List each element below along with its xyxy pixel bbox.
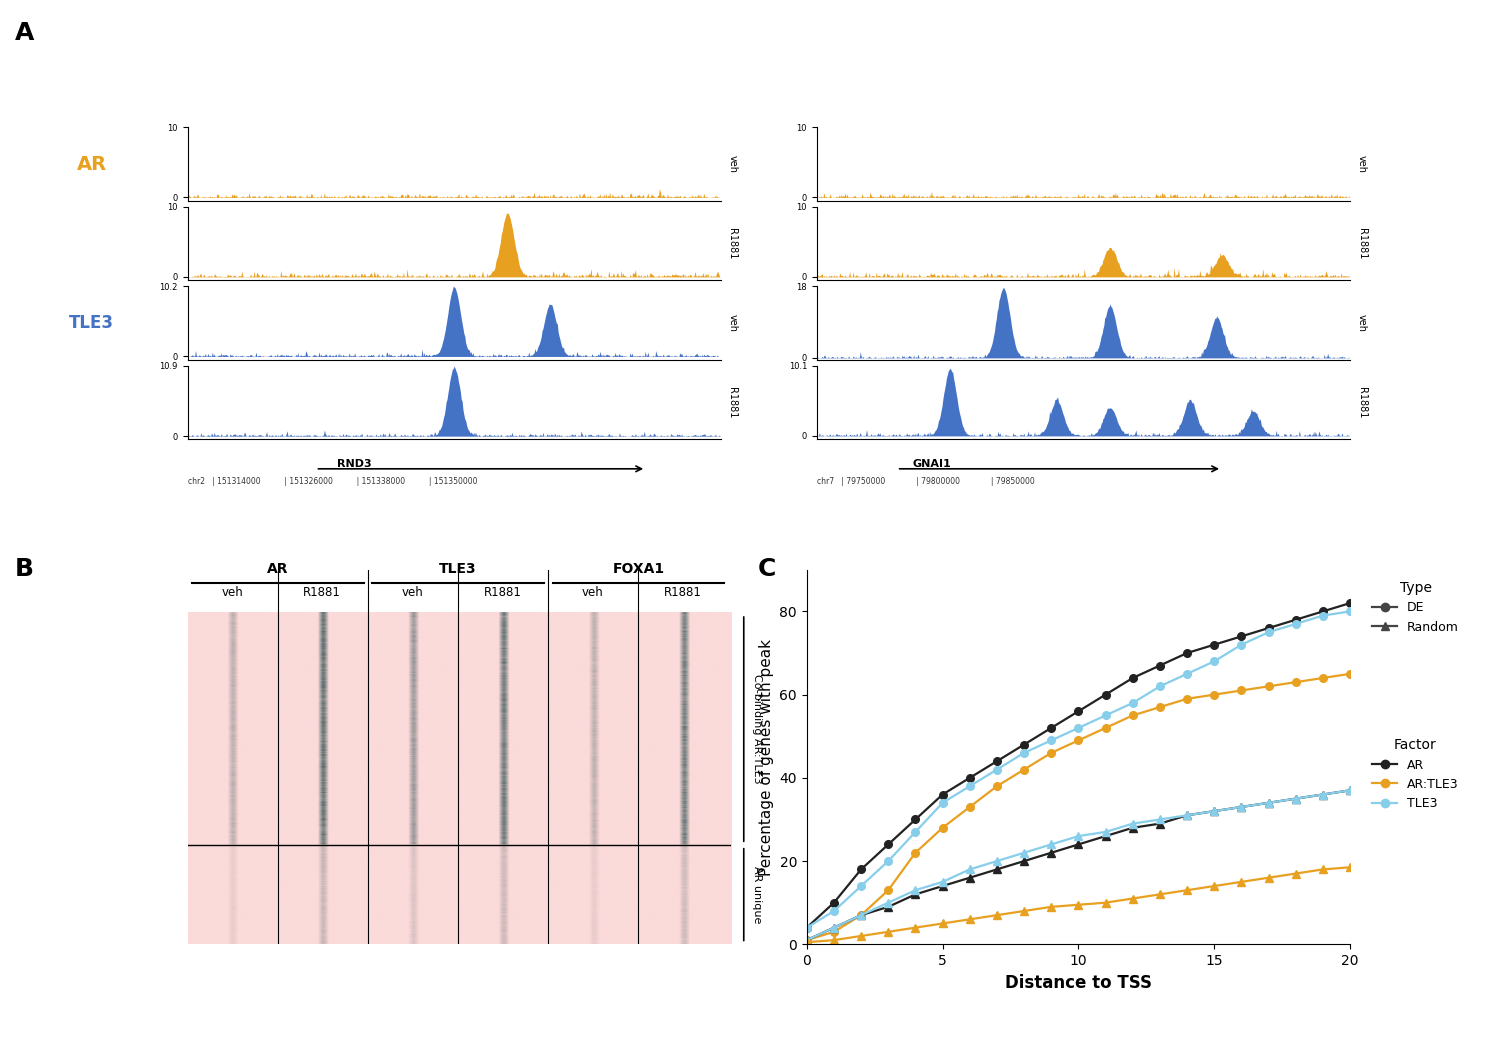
Text: R1881: R1881 <box>303 586 340 598</box>
Text: GNAI1: GNAI1 <box>912 459 951 469</box>
Text: veh: veh <box>402 586 423 598</box>
Text: RND3: RND3 <box>338 459 372 469</box>
Text: FOXA1: FOXA1 <box>612 562 664 576</box>
Y-axis label: veh: veh <box>728 314 738 332</box>
Text: A: A <box>15 21 34 46</box>
Text: veh: veh <box>220 586 243 598</box>
Text: Co-binding AR:TLE3: Co-binding AR:TLE3 <box>753 675 762 784</box>
Legend: AR, AR:TLE3, TLE3: AR, AR:TLE3, TLE3 <box>1366 733 1464 815</box>
Y-axis label: R1881: R1881 <box>728 387 738 418</box>
Text: R1881: R1881 <box>483 586 522 598</box>
Text: chr7   | 79750000             | 79800000             | 79850000: chr7 | 79750000 | 79800000 | 79850000 <box>816 476 1035 486</box>
Text: B: B <box>15 557 34 581</box>
X-axis label: Distance to TSS: Distance to TSS <box>1005 974 1152 992</box>
Text: veh: veh <box>582 586 603 598</box>
Text: AR: AR <box>267 562 288 576</box>
Text: R1881: R1881 <box>664 586 702 598</box>
Text: chr2   | 151314000          | 151326000          | 151338000          | 15135000: chr2 | 151314000 | 151326000 | 151338000… <box>188 476 477 486</box>
Y-axis label: veh: veh <box>728 155 738 173</box>
Text: TLE3: TLE3 <box>440 562 477 576</box>
Text: AR: AR <box>76 155 106 174</box>
Text: AR unique: AR unique <box>753 866 762 923</box>
Y-axis label: R1881: R1881 <box>1356 387 1366 418</box>
Text: TLE3: TLE3 <box>69 314 114 332</box>
Y-axis label: veh: veh <box>1356 155 1366 173</box>
Y-axis label: R1881: R1881 <box>728 228 738 259</box>
Y-axis label: Percentage of genes with peak: Percentage of genes with peak <box>759 639 774 875</box>
Y-axis label: veh: veh <box>1356 314 1366 332</box>
Text: C: C <box>758 557 776 581</box>
Y-axis label: R1881: R1881 <box>1356 228 1366 259</box>
